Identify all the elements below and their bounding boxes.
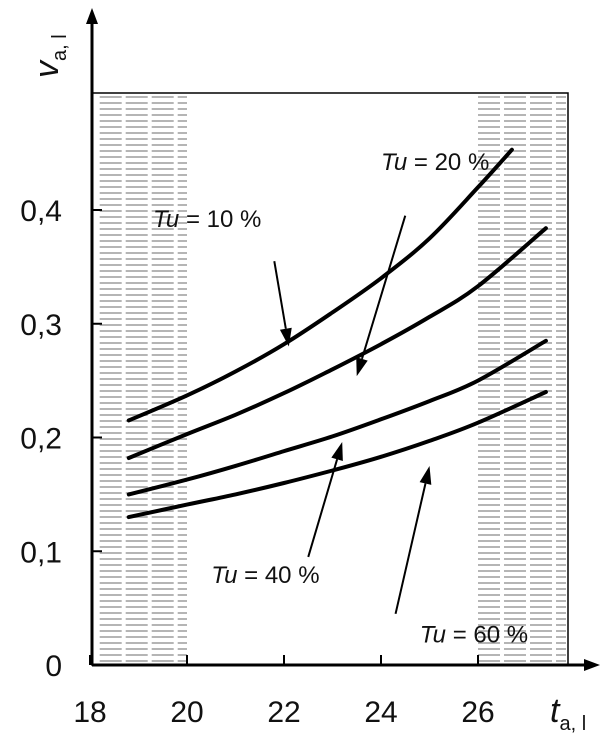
- annotation-arrowhead: [279, 327, 292, 347]
- annotation-label-value: = 60 %: [446, 621, 528, 648]
- svg-text:ta, l: ta, l: [550, 692, 586, 734]
- svg-text:va, l: va, l: [28, 34, 71, 78]
- series-line: [126, 338, 548, 497]
- x-tick-label: 22: [267, 696, 300, 729]
- annotation-arrow: [361, 215, 407, 360]
- annotation: Tu = 20 %: [356, 149, 489, 377]
- annotation-arrow: [394, 483, 427, 615]
- annotations: Tu = 10 %Tu = 20 %Tu = 40 %Tu = 60 %: [153, 149, 528, 648]
- shaded-band: [478, 96, 566, 662]
- x-axis-title: ta, l: [550, 692, 586, 734]
- annotation-label-value: = 20 %: [407, 149, 489, 176]
- annotation-label-symbol: Tu: [381, 149, 407, 176]
- annotation-label-symbol: Tu: [153, 206, 179, 233]
- annotation-arrowhead: [356, 357, 368, 377]
- x-axis-arrowhead: [584, 659, 600, 671]
- y-axis-arrowhead: [86, 8, 98, 24]
- series-line: [126, 147, 514, 423]
- annotation-arrow: [273, 261, 287, 329]
- y-axis-title-sub: a, l: [49, 34, 71, 61]
- x-tick-label: 24: [364, 696, 397, 729]
- annotation-arrowhead: [331, 442, 343, 462]
- x-axis-title-main: t: [550, 692, 561, 730]
- y-tick-label: 0,3: [20, 309, 62, 342]
- annotation-label-value: = 40 %: [237, 562, 319, 589]
- y-tick-label: 0: [45, 650, 62, 683]
- y-axis-title: va, l: [28, 34, 71, 78]
- annotation-arrow: [307, 459, 339, 558]
- annotation-arrowhead: [419, 465, 432, 485]
- x-tick-label: 20: [170, 696, 203, 729]
- annotation-label: Tu = 60 %: [420, 621, 528, 648]
- annotation: Tu = 40 %: [211, 442, 343, 589]
- annotation: Tu = 60 %: [394, 465, 528, 648]
- annotation-label-symbol: Tu: [420, 621, 446, 648]
- axes: [86, 8, 600, 671]
- x-axis-title-sub: a, l: [559, 713, 586, 734]
- shaded-band: [99, 96, 187, 662]
- curves: [126, 147, 548, 520]
- y-tick-label: 0,1: [20, 536, 62, 569]
- series-line: [126, 390, 548, 520]
- x-tick-label: 26: [461, 696, 494, 729]
- annotation-label: Tu = 10 %: [153, 206, 261, 233]
- x-tick-label: 18: [73, 696, 106, 729]
- y-axis-title-main: v: [28, 59, 66, 78]
- annotation: Tu = 10 %: [153, 206, 292, 347]
- ticks: 18 20 22 24 26 0 0,1 0,2 0,3 0,4: [20, 195, 494, 729]
- annotation-label: Tu = 40 %: [211, 562, 319, 589]
- annotation-label-symbol: Tu: [211, 562, 237, 589]
- series-line: [126, 226, 548, 460]
- annotation-label: Tu = 20 %: [381, 149, 489, 176]
- annotation-label-value: = 10 %: [179, 206, 261, 233]
- shaded-bands: [99, 96, 566, 662]
- y-tick-label: 0,4: [20, 195, 62, 228]
- y-tick-label: 0,2: [20, 423, 62, 456]
